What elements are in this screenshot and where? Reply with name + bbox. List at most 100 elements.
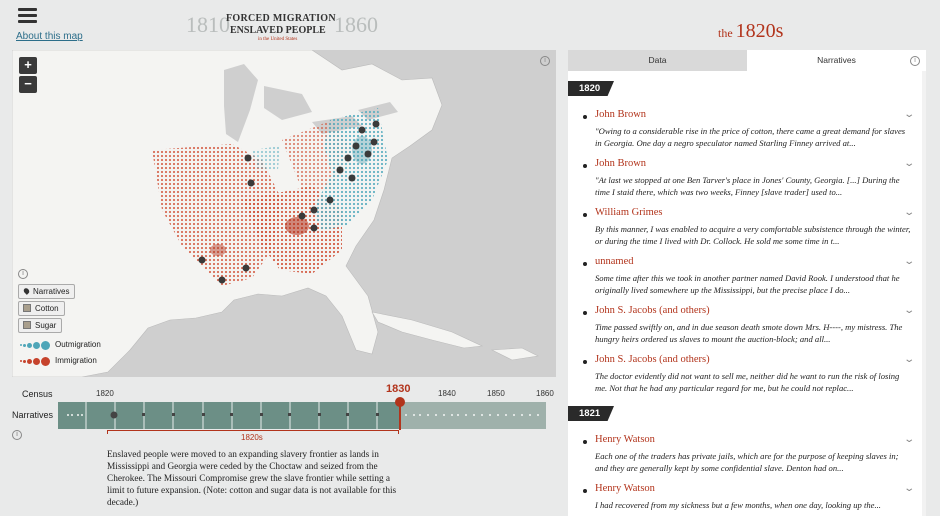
timeline-info-icon[interactable]: i <box>12 430 22 440</box>
decade-description: Enslaved people were moved to an expandi… <box>107 450 397 508</box>
legend-narratives-label: Narratives <box>33 287 70 296</box>
legend-cotton-label: Cotton <box>35 304 59 313</box>
map-canvas[interactable] <box>12 50 556 377</box>
period-the: the <box>718 26 733 40</box>
narrative-excerpt: By this manner, I was enabled to acquire… <box>595 224 911 246</box>
title-year-start: 1810 <box>186 12 230 37</box>
narrative-excerpt: Time passed swiftly on, and in due seaso… <box>595 322 903 344</box>
narrator-name[interactable]: Henry Watson <box>595 434 655 445</box>
immigration-area-west <box>152 144 282 286</box>
panel-info-icon[interactable]: i <box>910 56 920 66</box>
chevron-down-icon[interactable]: ⌄ <box>902 354 915 365</box>
sugar-swatch-icon <box>23 321 31 329</box>
site-title: 1810 1860 FORCED MIGRATION ENSLAVED PEOP… <box>186 10 386 46</box>
cuba-land <box>371 311 484 349</box>
about-map-link[interactable]: About this map <box>16 31 83 42</box>
narrator-name[interactable]: John S. Jacobs (and others) <box>595 354 710 365</box>
timeline-handle-line <box>399 403 401 430</box>
period-decade: 1820s <box>735 20 784 42</box>
title-year-end: 1860 <box>334 12 378 37</box>
narrator-name[interactable]: John Brown <box>595 109 647 120</box>
narrator-name[interactable]: Henry Watson <box>595 483 655 494</box>
narrative-excerpt: The doctor evidently did not want to sel… <box>595 371 900 393</box>
legend-immigration-label: Immigration <box>55 356 97 365</box>
narratives-panel: Data Narratives i 1820 John Brown ⌄ "Owi… <box>568 50 926 516</box>
menu-icon[interactable] <box>18 8 37 23</box>
legend-outmigration-label: Outmigration <box>55 340 101 349</box>
map-info-icon[interactable]: i <box>540 56 550 66</box>
hispaniola-land <box>490 347 539 361</box>
year-badge: 1820 <box>568 81 614 96</box>
title-line-2: ENSLAVED PEOPLE <box>230 25 326 36</box>
legend-narratives-toggle[interactable]: Narratives <box>18 284 76 299</box>
zoom-in-button[interactable]: + <box>19 57 37 74</box>
current-period: the 1820s <box>718 20 783 43</box>
narrative-excerpt: Some time after this we took in another … <box>595 273 900 295</box>
census-tick-current[interactable]: 1830 <box>386 383 411 395</box>
list-item[interactable]: unnamed ⌄ Some time after this we took i… <box>568 256 922 305</box>
list-item[interactable]: Henry Watson ⌄ I had recovered from my s… <box>568 483 922 516</box>
bullet-icon <box>583 115 587 119</box>
outmigration-dots-icon <box>20 340 51 350</box>
legend-sugar-label: Sugar <box>35 321 57 330</box>
narrative-pins <box>198 120 380 284</box>
decade-label: 1820s <box>241 433 263 442</box>
bullet-icon <box>583 213 587 217</box>
zoom-out-button[interactable]: − <box>19 76 37 93</box>
census-tick-1850[interactable]: 1850 <box>487 389 505 398</box>
bullet-icon <box>583 262 587 266</box>
tab-data[interactable]: Data <box>568 50 747 71</box>
list-item[interactable]: John S. Jacobs (and others) ⌄ The doctor… <box>568 354 922 403</box>
legend-info-icon[interactable]: i <box>18 269 28 279</box>
list-item[interactable]: John Brown ⌄ "Owing to a considerable ri… <box>568 109 922 158</box>
migration-map[interactable]: + − i i Narratives Cotton Sugar Outmigra… <box>12 50 556 377</box>
chevron-down-icon[interactable]: ⌄ <box>902 109 915 120</box>
list-item[interactable]: William Grimes ⌄ By this manner, I was e… <box>568 207 922 256</box>
narrator-name[interactable]: unnamed <box>595 256 634 267</box>
immigration-dots-icon <box>20 356 51 366</box>
chevron-down-icon[interactable]: ⌄ <box>902 158 915 169</box>
list-item[interactable]: John S. Jacobs (and others) ⌄ Time passe… <box>568 305 922 354</box>
narratives-track-label: Narratives <box>12 410 54 420</box>
census-tick-1820[interactable]: 1820 <box>96 389 114 398</box>
chevron-down-icon[interactable]: ⌄ <box>902 256 915 267</box>
legend-immigration: Immigration <box>20 356 97 366</box>
chevron-down-icon[interactable]: ⌄ <box>902 207 915 218</box>
chevron-down-icon[interactable]: ⌄ <box>902 483 915 494</box>
list-scrollbar[interactable] <box>922 71 926 516</box>
panel-tabs: Data Narratives i <box>568 50 926 71</box>
narrative-excerpt: "Owing to a considerable rise in the pri… <box>595 126 906 148</box>
narrative-excerpt: I had recovered from my sickness but a f… <box>595 500 881 510</box>
cotton-swatch-icon <box>23 304 31 312</box>
timeline-handle[interactable] <box>395 397 405 407</box>
chevron-down-icon[interactable]: ⌄ <box>902 434 915 445</box>
pin-icon <box>22 287 31 295</box>
bullet-icon <box>583 360 587 364</box>
chevron-down-icon[interactable]: ⌄ <box>902 305 915 316</box>
bullet-icon <box>583 311 587 315</box>
list-item[interactable]: Henry Watson ⌄ Each one of the traders h… <box>568 434 922 483</box>
list-item[interactable]: John Brown ⌄ "At last we stopped at one … <box>568 158 922 207</box>
narrator-name[interactable]: John Brown <box>595 158 647 169</box>
census-label: Census <box>22 389 53 399</box>
narrator-name[interactable]: John S. Jacobs (and others) <box>595 305 710 316</box>
bullet-icon <box>583 489 587 493</box>
narrative-excerpt: Each one of the traders has private jail… <box>595 451 899 473</box>
tab-narratives[interactable]: Narratives <box>747 50 926 71</box>
title-subtitle: in the United States <box>258 37 298 42</box>
decade-bracket <box>107 430 399 434</box>
narrator-name[interactable]: William Grimes <box>595 207 663 218</box>
legend-sugar-toggle[interactable]: Sugar <box>18 318 63 333</box>
census-tick-1860[interactable]: 1860 <box>536 389 554 398</box>
census-tick-1840[interactable]: 1840 <box>438 389 456 398</box>
legend-cotton-toggle[interactable]: Cotton <box>18 301 65 316</box>
narrative-list[interactable]: 1820 John Brown ⌄ "Owing to a considerab… <box>568 71 926 516</box>
year-badge: 1821 <box>568 406 614 421</box>
bullet-icon <box>583 440 587 444</box>
legend-outmigration: Outmigration <box>20 340 101 350</box>
narrative-excerpt: "At last we stopped at one Ben Tarver's … <box>595 175 900 197</box>
narratives-marks <box>67 402 539 429</box>
bullet-icon <box>583 164 587 168</box>
outmigration-area-2 <box>252 146 280 170</box>
title-line-1: FORCED MIGRATION <box>226 13 336 24</box>
